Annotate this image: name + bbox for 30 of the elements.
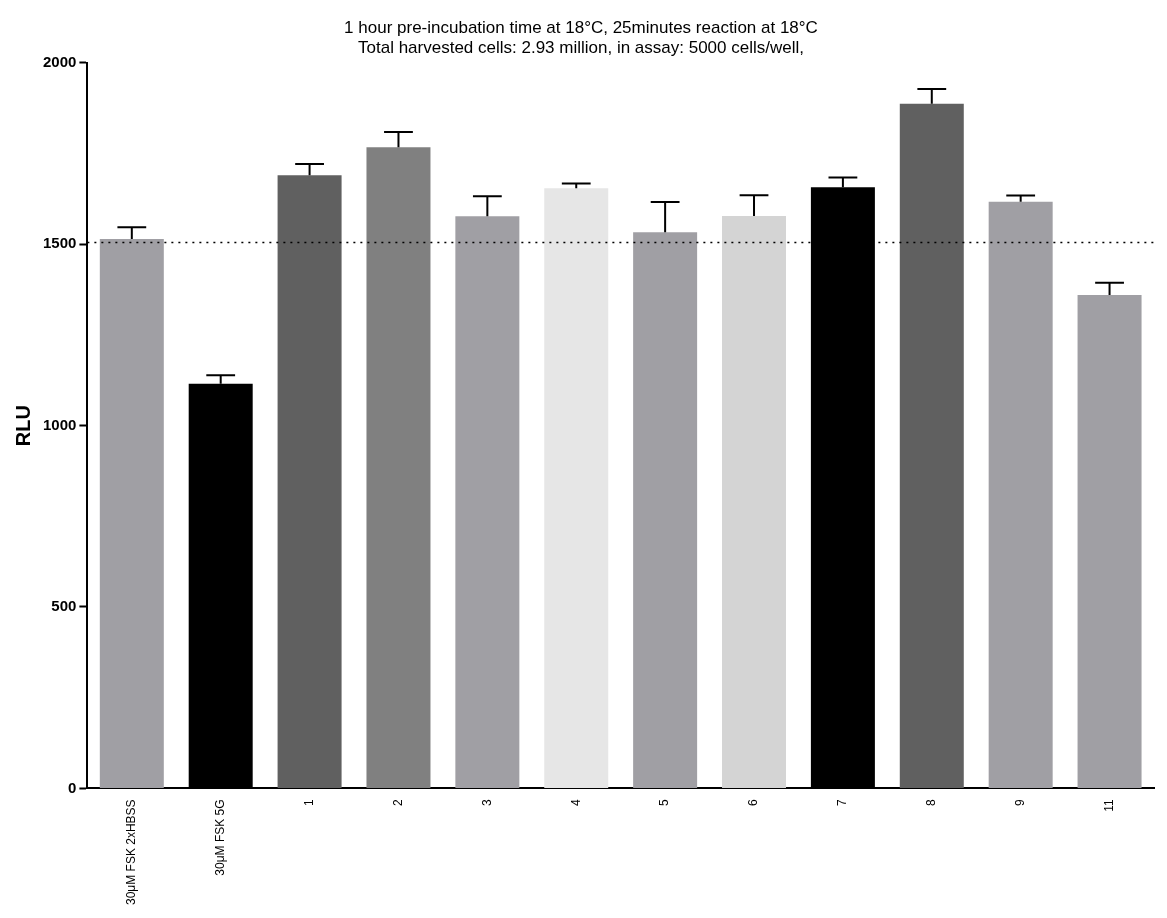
x-tick-label: 3 xyxy=(479,799,494,807)
x-tick-label: 9 xyxy=(1012,799,1027,807)
bar xyxy=(544,188,609,788)
bar xyxy=(455,216,520,788)
y-axis-title: RLU xyxy=(11,405,34,447)
bar xyxy=(277,175,342,788)
bar xyxy=(988,201,1053,788)
bar xyxy=(99,239,164,788)
x-tick-label: 11 xyxy=(1101,799,1116,812)
y-tick-label: 500 xyxy=(51,597,77,615)
text: Total harvested cells: 2.93 million, in assay: 5000 cells/well, xyxy=(358,38,804,58)
bar xyxy=(722,215,787,788)
text: 1 hour pre-incubation time at 18°C, 25minutes reaction at 18°C xyxy=(344,17,818,37)
y-tick-label: 2000 xyxy=(42,52,77,70)
x-tick-label: 5 xyxy=(657,799,672,807)
x-tick-label: 1 xyxy=(301,799,316,807)
y-tick-label: 1000 xyxy=(42,415,77,433)
y-tick-label: 1500 xyxy=(42,234,77,252)
bar xyxy=(1077,294,1142,788)
x-tick-label: 8 xyxy=(924,799,939,807)
x-tick-label: 7 xyxy=(835,799,850,807)
bar xyxy=(633,232,698,788)
bar xyxy=(899,103,964,788)
x-tick-label: 2 xyxy=(390,799,405,807)
x-tick-label: 6 xyxy=(746,799,761,807)
x-tick-label: 30μM FSK 2xHBSS xyxy=(124,799,139,906)
x-tick-label: 30μM FSK 5G xyxy=(213,799,228,876)
y-tick-label: 0 xyxy=(68,778,77,796)
x-tick-label: 4 xyxy=(568,799,583,807)
bar xyxy=(366,147,431,788)
